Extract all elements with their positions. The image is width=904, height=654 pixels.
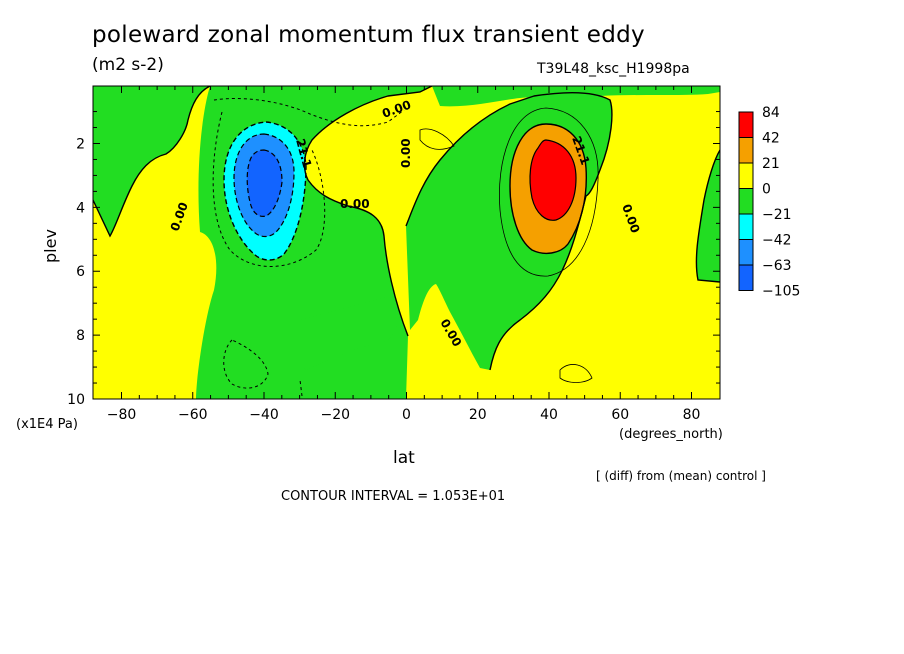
- x-tick-label: −80: [107, 407, 137, 423]
- y-axis-unit: (x1E4 Pa): [16, 417, 78, 432]
- contour-21-line: [509, 123, 588, 255]
- contour-neg42-line: [233, 133, 295, 238]
- x-tick-label: 20: [469, 407, 487, 423]
- band-neg21-0-east: [696, 150, 720, 282]
- colorbar-label: 0: [762, 182, 771, 198]
- colorbar-label: −105: [762, 284, 800, 300]
- y-tick-label: 4: [76, 200, 85, 216]
- colorbar: 84 42 21 0 −21 −42 −63 −105: [738, 105, 800, 300]
- contour-dashed-4: [299, 379, 303, 397]
- band-neg105-neg63: [247, 150, 282, 217]
- y-tick-label: 8: [76, 328, 85, 344]
- y-tick-label: 2: [76, 136, 85, 152]
- contour-zero-line-3: [405, 92, 613, 371]
- colorbar-swatch: [738, 111, 754, 138]
- band-neg21-0-north: [432, 86, 720, 107]
- colorbar-label: −63: [762, 258, 792, 274]
- x-tick-label: 60: [611, 407, 629, 423]
- colorbar-label: 21: [762, 156, 780, 172]
- x-tick-label: 0: [402, 407, 411, 423]
- contour-interval: CONTOUR INTERVAL = 1.053E+01: [281, 489, 506, 504]
- contour-label: 0.00: [340, 197, 370, 211]
- contour-lines: [93, 86, 720, 397]
- contour-label: 0.00: [399, 138, 413, 168]
- x-tick-label: 40: [540, 407, 558, 423]
- x-tick-label: −40: [249, 407, 279, 423]
- contour-pos-top: [419, 128, 455, 150]
- colorbar-label: −21: [762, 207, 792, 223]
- x-tick-label: 80: [683, 407, 701, 423]
- contour-zero-line-4: [695, 149, 720, 283]
- chart-title: poleward zonal momentum flux transient e…: [92, 22, 645, 48]
- colorbar-label: −42: [762, 233, 792, 249]
- colorbar-swatch: [738, 188, 754, 215]
- run-label: T39L48_ksc_H1998pa: [537, 61, 690, 77]
- colorbar-label: 42: [762, 131, 780, 147]
- contour-fill: [93, 86, 720, 399]
- contour-zero-line-2: [303, 86, 433, 337]
- chart-units: (m2 s-2): [92, 55, 164, 75]
- colorbar-swatch: [738, 264, 754, 291]
- colorbar-swatch: [738, 239, 754, 266]
- band-42-84: [530, 140, 576, 221]
- y-axis-title: plev: [41, 229, 60, 263]
- contour-neg21-line: [223, 121, 307, 261]
- y-axis: 2 4 6 8 10: [67, 111, 720, 408]
- colorbar-swatch: [738, 162, 754, 189]
- contour-42-line: [529, 139, 577, 221]
- colorbar-swatch: [738, 213, 754, 240]
- colorbar-label: 84: [762, 105, 780, 121]
- x-tick-label: −60: [178, 407, 208, 423]
- contour-pos-small: [559, 364, 593, 383]
- contour-zero-line-1: [93, 86, 211, 238]
- band-neg21-0-low: [298, 296, 399, 370]
- contour-dashed-2: [212, 111, 326, 267]
- x-axis-title: lat: [393, 448, 415, 468]
- band-neg21-0-main: [93, 86, 210, 236]
- contour-neg63-line: [246, 149, 283, 217]
- colorbar-swatch: [738, 137, 754, 164]
- x-axis-unit: (degrees_north): [619, 427, 723, 442]
- contour-dashed-1: [213, 98, 405, 127]
- x-tick-label: −20: [320, 407, 350, 423]
- contour-pos-outer: [499, 107, 599, 277]
- chart-subtitle: [ (diff) from (mean) control ]: [596, 469, 766, 483]
- x-axis: −80 −60 −40 −20 0 20 40 60 80: [107, 86, 701, 423]
- y-tick-label: 10: [67, 392, 85, 408]
- contour-dashed-3: [223, 339, 269, 389]
- y-tick-label: 6: [76, 264, 85, 280]
